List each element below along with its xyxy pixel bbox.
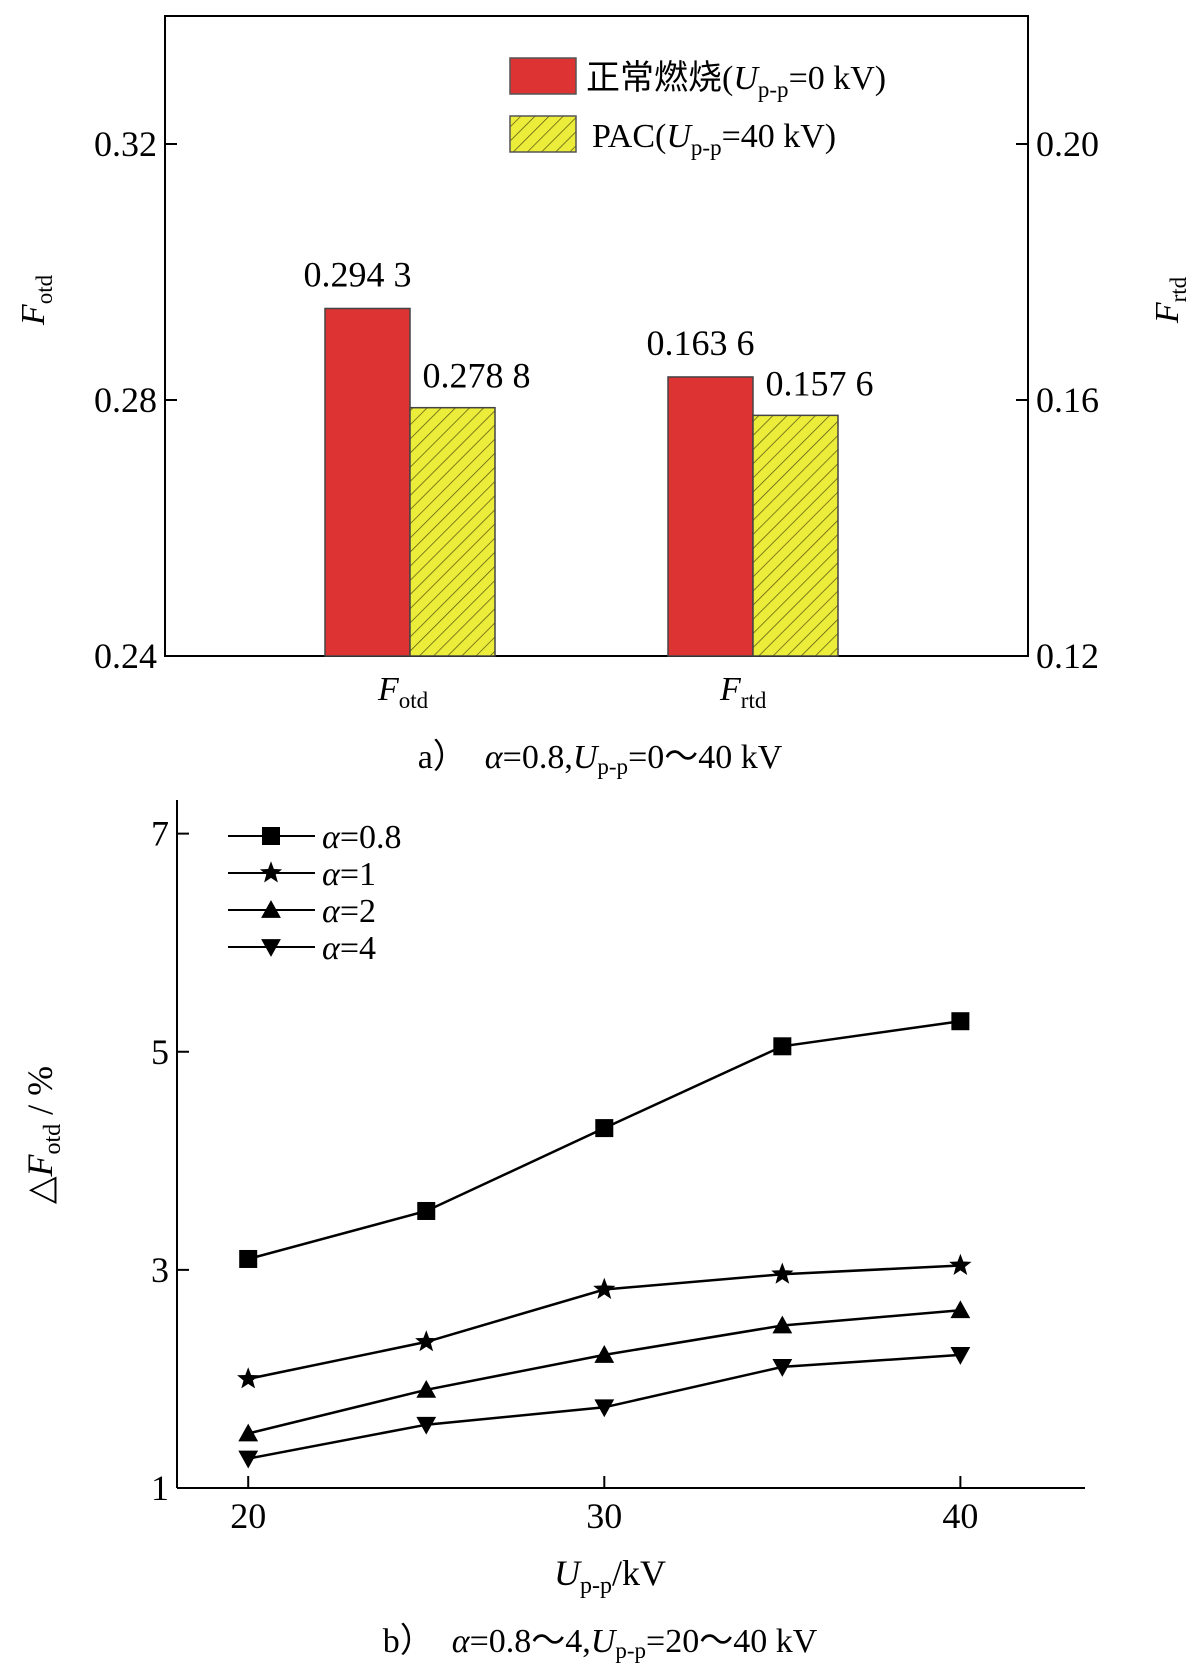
triangle-down-marker [594, 1399, 615, 1418]
square-marker [773, 1037, 792, 1056]
square-marker [239, 1249, 258, 1268]
plot-frame [164, 15, 1029, 657]
bar-normal-otd [324, 307, 411, 657]
bar-pac-rtd [752, 414, 839, 657]
x-axis-label: Up-p/kV [554, 1553, 666, 1599]
legend-label: α=1 [322, 856, 376, 893]
triangle-marker [772, 1315, 793, 1334]
left-tick-label: 0.24 [94, 636, 157, 676]
triangle-down-marker [261, 939, 281, 957]
caption-b: b） α=0.8～4,Up-p=20～40 kV [383, 1622, 818, 1663]
legend-label: α=0.8 [322, 819, 402, 856]
right-axis-label: Frtd [1149, 276, 1191, 324]
legend: α=0.8α=1α=2α=4 [228, 819, 402, 967]
star-marker [593, 1277, 616, 1299]
star-marker [415, 1330, 438, 1352]
star-marker [949, 1253, 972, 1275]
star-marker [771, 1262, 794, 1284]
category-label-rtd: Frtd [719, 671, 767, 713]
triangle-marker [950, 1300, 971, 1319]
left-tick-label: 0.28 [94, 380, 157, 420]
caption-a: a） α=0.8,Up-p=0～40 kV [418, 738, 783, 779]
category-label-otd: Fotd [377, 671, 429, 713]
right-tick-label: 0.16 [1036, 380, 1099, 420]
y-tick-label: 3 [151, 1250, 169, 1290]
bar-value-label: 0.163 6 [647, 323, 755, 363]
x-tick-label: 20 [230, 1496, 266, 1536]
square-marker [951, 1012, 970, 1031]
legend-label-normal: 正常燃烧(Up-p=0 kV) [586, 59, 886, 102]
line-chart-panel: 1 3 5 7 20 30 40 α=0.8α=1α=2α=4 △Fotd / % Up-p… [20, 800, 1085, 1663]
legend-label: α=4 [322, 930, 376, 967]
bar-pac-otd [409, 406, 496, 657]
legend: 正常燃烧(Up-p=0 kV) PAC(Up-p=40 kV) [509, 57, 886, 160]
square-marker [595, 1119, 614, 1138]
triangle-down-marker [950, 1347, 971, 1365]
legend-label: α=2 [322, 893, 376, 930]
triangle-down-marker [772, 1359, 793, 1377]
left-axis-label: Fotd [15, 274, 57, 326]
bar-value-label: 0.278 8 [423, 356, 531, 396]
square-marker [262, 827, 280, 845]
bar-value-label: 0.157 6 [766, 363, 874, 403]
bar-value-label: 0.294 3 [304, 254, 412, 294]
right-tick-label: 0.20 [1036, 124, 1099, 164]
triangle-marker [416, 1379, 437, 1398]
y-tick-label: 5 [151, 1032, 169, 1072]
x-tick-label: 30 [586, 1496, 622, 1536]
x-tick-label: 40 [942, 1496, 978, 1536]
y-tick-label: 1 [151, 1468, 169, 1508]
legend-label-pac: PAC(Up-p=40 kV) [592, 118, 836, 160]
legend-swatch-normal [509, 57, 577, 95]
series-line-alpha0.8 [247, 1019, 961, 1261]
right-tick-label: 0.12 [1036, 636, 1099, 676]
triangle-marker [261, 900, 281, 918]
triangle-marker [238, 1423, 259, 1442]
triangle-marker [594, 1345, 615, 1363]
y-tick-label: 7 [151, 814, 169, 854]
square-marker [417, 1201, 436, 1220]
bar-chart-panel: 0.24 0.28 0.32 0.12 0.16 0.20 0.294 3 0.163 6 0… [15, 15, 1191, 779]
bar-normal-rtd [667, 376, 754, 657]
left-tick-label: 0.32 [94, 124, 157, 164]
triangle-down-marker [238, 1450, 259, 1469]
legend-swatch-pac [509, 115, 577, 153]
triangle-down-marker [416, 1416, 437, 1435]
y-axis-label: △Fotd / % [20, 1066, 66, 1204]
star-marker [259, 861, 283, 883]
star-marker [237, 1367, 260, 1389]
